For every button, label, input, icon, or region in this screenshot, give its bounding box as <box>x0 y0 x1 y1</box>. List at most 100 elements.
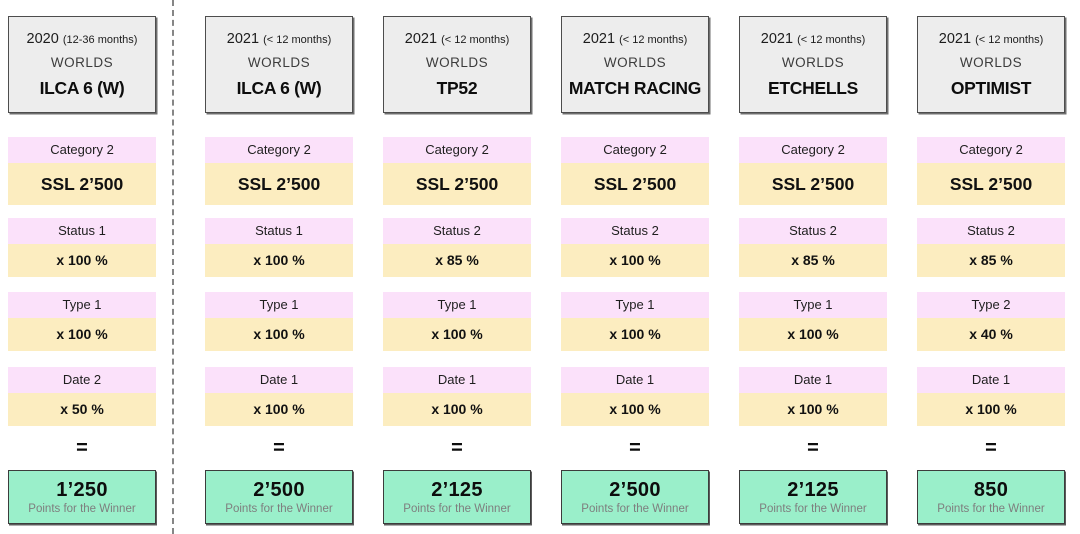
factor-status: Status 2 x 100 % <box>561 218 709 277</box>
points-caption: Points for the Winner <box>581 503 689 515</box>
event-name: TP52 <box>436 77 478 98</box>
points-box: 2’500 Points for the Winner <box>561 470 709 524</box>
factor-value: SSL 2’500 <box>8 163 156 205</box>
factor-label: Category 2 <box>917 137 1065 163</box>
factor-category: Category 2 SSL 2’500 <box>739 137 887 205</box>
event-period: (< 12 months) <box>441 33 510 46</box>
event-year-line: 2021 (< 12 months) <box>583 31 687 47</box>
factor-value: x 100 % <box>561 318 709 351</box>
event-header: 2021 (< 12 months) WORLDS ETCHELLS <box>739 16 887 113</box>
factor-label: Status 2 <box>917 218 1065 244</box>
points-caption: Points for the Winner <box>759 503 867 515</box>
equals-sign: = <box>451 436 463 459</box>
equals-sign: = <box>76 436 88 459</box>
event-year-line: 2021 (< 12 months) <box>761 31 865 47</box>
factor-type: Type 1 x 100 % <box>8 292 156 351</box>
factor-label: Type 1 <box>561 292 709 318</box>
points-box: 1’250 Points for the Winner <box>8 470 156 524</box>
event-header: 2021 (< 12 months) WORLDS MATCH RACING <box>561 16 709 113</box>
factor-value: SSL 2’500 <box>917 163 1065 205</box>
factor-type: Type 1 x 100 % <box>383 292 531 351</box>
factor-category: Category 2 SSL 2’500 <box>917 137 1065 205</box>
factor-value: x 100 % <box>383 393 531 426</box>
event-name: ILCA 6 (W) <box>39 77 125 98</box>
factor-label: Type 2 <box>917 292 1065 318</box>
event-series: WORLDS <box>247 54 311 70</box>
factor-value: x 100 % <box>917 393 1065 426</box>
event-name: ILCA 6 (W) <box>236 77 322 98</box>
equals-sign: = <box>985 436 997 459</box>
event-header: 2021 (< 12 months) WORLDS ILCA 6 (W) <box>205 16 353 113</box>
factor-value: x 100 % <box>383 318 531 351</box>
event-period: (< 12 months) <box>797 33 866 46</box>
event-period: (< 12 months) <box>263 33 332 46</box>
event-year-line: 2021 (< 12 months) <box>227 31 331 47</box>
factor-label: Category 2 <box>205 137 353 163</box>
factor-value: x 100 % <box>8 318 156 351</box>
factor-label: Type 1 <box>739 292 887 318</box>
factor-label: Status 2 <box>383 218 531 244</box>
event-period: (12-36 months) <box>62 33 138 46</box>
equals-sign: = <box>273 436 285 459</box>
event-header: 2020 (12-36 months) WORLDS ILCA 6 (W) <box>8 16 156 113</box>
event-series: WORLDS <box>781 54 845 70</box>
factor-type: Type 1 x 100 % <box>739 292 887 351</box>
factor-value: x 100 % <box>205 393 353 426</box>
factor-date: Date 1 x 100 % <box>561 367 709 426</box>
factor-category: Category 2 SSL 2’500 <box>561 137 709 205</box>
points-value: 1’250 <box>56 479 108 501</box>
factor-value: SSL 2’500 <box>205 163 353 205</box>
factor-label: Status 1 <box>8 218 156 244</box>
event-series: WORLDS <box>959 54 1023 70</box>
factor-date: Date 1 x 100 % <box>917 367 1065 426</box>
year-divider <box>172 0 174 534</box>
event-column-2020-ilca6w: 2020 (12-36 months) WORLDS ILCA 6 (W) Ca… <box>8 16 156 524</box>
points-box: 850 Points for the Winner <box>917 470 1065 524</box>
event-column-2021-match-racing: 2021 (< 12 months) WORLDS MATCH RACING C… <box>561 16 709 524</box>
points-value: 850 <box>973 479 1009 501</box>
factor-label: Type 1 <box>205 292 353 318</box>
factor-value: x 85 % <box>739 244 887 277</box>
factor-label: Date 1 <box>383 367 531 393</box>
factor-category: Category 2 SSL 2’500 <box>8 137 156 205</box>
factor-value: x 100 % <box>8 244 156 277</box>
points-box: 2’500 Points for the Winner <box>205 470 353 524</box>
event-series: WORLDS <box>50 54 114 70</box>
factor-label: Date 1 <box>561 367 709 393</box>
equals-sign: = <box>629 436 641 459</box>
factor-date: Date 1 x 100 % <box>383 367 531 426</box>
factor-status: Status 2 x 85 % <box>917 218 1065 277</box>
factor-date: Date 1 x 100 % <box>739 367 887 426</box>
event-column-2021-etchells: 2021 (< 12 months) WORLDS ETCHELLS Categ… <box>739 16 887 524</box>
event-header: 2021 (< 12 months) WORLDS TP52 <box>383 16 531 113</box>
event-period: (< 12 months) <box>975 33 1044 46</box>
factor-label: Category 2 <box>561 137 709 163</box>
event-column-2021-optimist: 2021 (< 12 months) WORLDS OPTIMIST Categ… <box>917 16 1065 524</box>
factor-value: x 85 % <box>383 244 531 277</box>
points-value: 2’125 <box>787 479 839 501</box>
factor-value: x 100 % <box>739 318 887 351</box>
event-name: MATCH RACING <box>568 77 702 98</box>
factor-status: Status 1 x 100 % <box>8 218 156 277</box>
event-name: OPTIMIST <box>950 77 1032 98</box>
factor-value: x 100 % <box>205 318 353 351</box>
factor-label: Date 2 <box>8 367 156 393</box>
event-year: 2020 <box>26 30 59 47</box>
event-year: 2021 <box>404 30 438 47</box>
factor-label: Type 1 <box>383 292 531 318</box>
event-year: 2021 <box>226 30 260 47</box>
event-year: 2021 <box>582 30 616 47</box>
event-header: 2021 (< 12 months) WORLDS OPTIMIST <box>917 16 1065 113</box>
points-caption: Points for the Winner <box>225 503 333 515</box>
factor-category: Category 2 SSL 2’500 <box>383 137 531 205</box>
factor-value: x 100 % <box>205 244 353 277</box>
equals-sign: = <box>807 436 819 459</box>
factor-label: Category 2 <box>383 137 531 163</box>
points-value: 2’125 <box>431 479 483 501</box>
event-year: 2021 <box>760 30 794 47</box>
factor-status: Status 1 x 100 % <box>205 218 353 277</box>
event-series: WORLDS <box>603 54 667 70</box>
factor-value: x 100 % <box>561 244 709 277</box>
factor-label: Category 2 <box>739 137 887 163</box>
